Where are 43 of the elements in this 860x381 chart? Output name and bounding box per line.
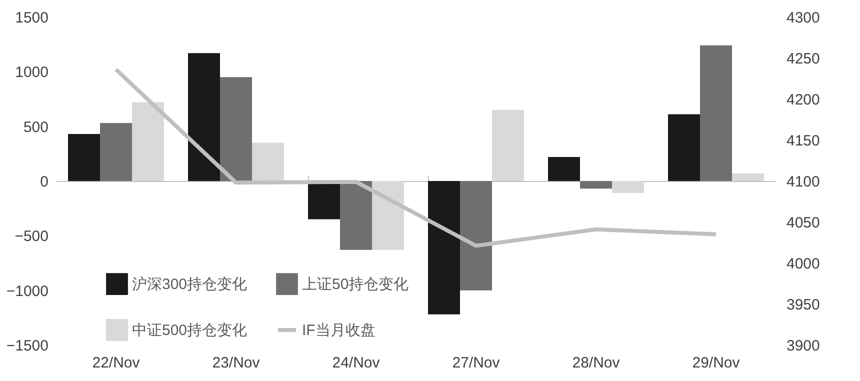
y-tick-label: 0 xyxy=(40,174,48,190)
y-tick-label: −500 xyxy=(14,228,48,246)
y2-tick-label: 4200 xyxy=(786,92,820,108)
bar xyxy=(612,181,644,194)
y-tick-label: −1000 xyxy=(6,282,48,300)
y2-tick-label: 4100 xyxy=(786,174,820,190)
bar xyxy=(340,181,372,250)
bar xyxy=(460,181,492,290)
x-tick-label: 28/Nov xyxy=(572,354,620,372)
y2-tick-label: 4000 xyxy=(786,256,820,272)
y-tick-label: 500 xyxy=(23,118,48,136)
y-tick-label: 1500 xyxy=(15,10,48,26)
bar xyxy=(188,53,220,181)
x-tick-label: 23/Nov xyxy=(212,354,260,372)
bar xyxy=(252,142,284,181)
legend-label: 中证500持仓变化 xyxy=(132,322,248,339)
legend-label: IF当月收盘 xyxy=(302,322,376,339)
bar xyxy=(220,77,252,181)
bar xyxy=(700,45,732,181)
legend-label: 沪深300持仓变化 xyxy=(132,276,248,294)
bar xyxy=(372,181,404,250)
y2-tick-label: 4150 xyxy=(786,132,820,150)
y-tick-label: 1000 xyxy=(15,64,48,82)
y2-tick-label: 4050 xyxy=(786,214,820,232)
x-tick-label: 22/Nov xyxy=(92,354,140,372)
x-tick-label: 29/Nov xyxy=(692,354,740,372)
bar xyxy=(428,181,460,314)
bar xyxy=(580,181,612,189)
bar xyxy=(548,156,580,181)
bar xyxy=(132,102,164,181)
x-tick-label: 27/Nov xyxy=(452,354,500,372)
y2-tick-label: 4300 xyxy=(786,10,820,26)
bar xyxy=(492,110,524,181)
legend-label: 上证50持仓变化 xyxy=(302,276,409,294)
bar xyxy=(68,134,100,181)
bar xyxy=(732,173,764,181)
y2-tick-label: 3900 xyxy=(786,338,820,354)
y2-tick-label: 3950 xyxy=(786,296,820,314)
x-tick-label: 24/Nov xyxy=(332,354,380,372)
y2-tick-label: 4250 xyxy=(786,50,820,68)
y-tick-label: −1500 xyxy=(6,338,48,354)
bar xyxy=(668,114,700,181)
bar xyxy=(100,123,132,181)
